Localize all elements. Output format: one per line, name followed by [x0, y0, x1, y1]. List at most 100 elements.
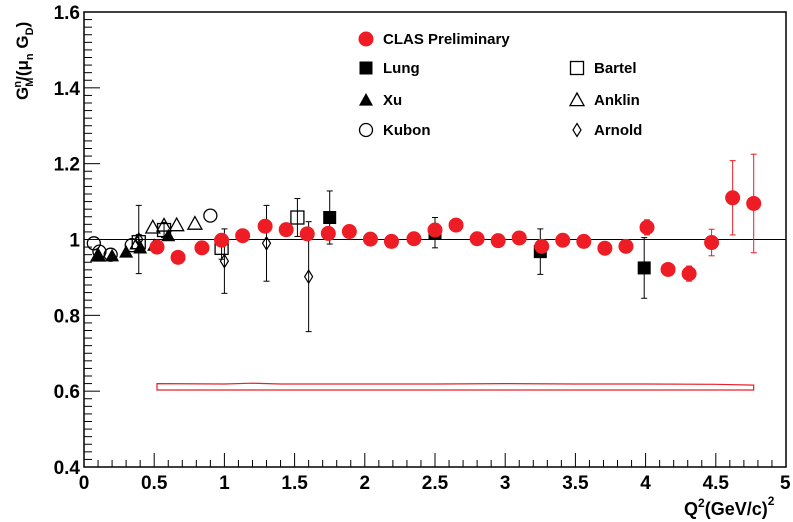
data-point-arnold — [219, 253, 230, 269]
x-tick-label: 2 — [360, 473, 371, 494]
data-point-clas-preliminary — [490, 233, 506, 249]
legend-entry-lung: Lung — [359, 60, 420, 77]
legend-marker-lung — [359, 61, 373, 75]
y-tick-label: 1.2 — [54, 155, 80, 176]
data-point-clas-preliminary — [257, 218, 273, 234]
y-axis-title-gsup: n — [12, 81, 24, 88]
legend-label-anklin: Anklin — [594, 92, 640, 109]
systematic-band-layer — [156, 382, 755, 391]
x-tick-label: 4.5 — [703, 473, 730, 494]
legend-entry-anklin: Anklin — [568, 91, 640, 109]
data-point-arnold — [261, 235, 272, 251]
data-point-clas-preliminary — [725, 190, 741, 206]
legend-label-kubon: Kubon — [383, 122, 430, 139]
legend-entry-bartel: Bartel — [569, 60, 637, 77]
data-point-clas-preliminary — [555, 232, 571, 248]
data-point-lung — [637, 261, 651, 275]
data-point-clas-preliminary — [597, 240, 613, 256]
data-point-clas-preliminary — [618, 238, 634, 254]
y-tick-label: 0.6 — [54, 382, 80, 403]
y-tick-label: 0.4 — [54, 458, 81, 479]
data-point-clas-preliminary — [511, 230, 527, 246]
data-point-xu — [105, 248, 120, 262]
tick-labels-layer: 0 0.5 1 1.5 2 2.5 3 3.5 4 4.5 5 0.4 0.6 0.8 1 1.2 1.4 1.6 — [54, 3, 791, 494]
data-points-layer — [86, 153, 762, 333]
data-point-clas-preliminary — [534, 238, 550, 254]
legend-label-bartel: Bartel — [594, 60, 637, 77]
x-tick-label: 0.5 — [141, 473, 168, 494]
data-point-clas-preliminary — [639, 219, 655, 235]
axis-ticks-layer — [83, 11, 787, 468]
x-axis-title-rest: (GeV/c) — [705, 499, 768, 519]
legend-marker-anklin — [568, 91, 586, 107]
data-point-anklin — [186, 215, 204, 230]
data-point-clas-preliminary — [362, 231, 378, 247]
y-axis-title-g: G — [13, 87, 32, 100]
y-axis-title-gsub: M — [24, 78, 36, 87]
legend-label-arnold: Arnold — [594, 122, 642, 139]
y-axis-title-g2: G — [13, 35, 32, 53]
data-point-xu — [91, 248, 106, 262]
data-point-clas-preliminary — [299, 226, 315, 242]
legend-marker-xu — [359, 93, 373, 106]
data-point-lung — [323, 211, 337, 225]
y-axis-title-close: ) — [13, 22, 32, 28]
y-tick-label: 1.4 — [54, 79, 81, 100]
data-point-clas-preliminary — [681, 266, 697, 282]
x-tick-label: 1 — [219, 473, 230, 494]
legend-marker-clas-preliminary — [358, 31, 374, 47]
data-point-kubon — [203, 208, 218, 223]
data-point-xu — [119, 245, 134, 258]
x-axis-title: Q2(GeV/c)2 — [684, 494, 775, 519]
legend-entry-xu: Xu — [359, 92, 402, 109]
legend-marker-kubon — [358, 122, 374, 138]
data-point-bartel — [290, 210, 305, 225]
data-point-clas-preliminary — [406, 231, 422, 247]
y-axis-title-g2sub: D — [24, 27, 36, 35]
x-tick-label: 1.5 — [281, 473, 308, 494]
x-axis-title-base: Q — [684, 499, 698, 519]
data-point-clas-preliminary — [469, 231, 485, 247]
x-axis-title-sup2: 2 — [768, 494, 775, 508]
x-tick-label: 2.5 — [422, 473, 449, 494]
legend-label-lung: Lung — [383, 60, 420, 77]
data-point-clas-preliminary — [576, 233, 592, 249]
legend-entry-clas-preliminary: CLAS Preliminary — [358, 31, 510, 48]
data-point-anklin — [144, 219, 161, 234]
x-axis-title-sup: 2 — [698, 496, 705, 510]
data-point-clas-preliminary — [194, 240, 210, 256]
data-point-clas-preliminary — [149, 239, 165, 255]
data-point-clas-preliminary — [170, 249, 186, 265]
data-point-clas-preliminary — [341, 224, 357, 240]
legend-entry-kubon: Kubon — [358, 122, 430, 139]
data-point-clas-preliminary — [214, 232, 230, 248]
x-tick-label: 3 — [500, 473, 511, 494]
data-point-clas-preliminary — [320, 225, 336, 241]
legend-entry-arnold: Arnold — [572, 122, 642, 139]
legend-label-xu: Xu — [383, 92, 402, 109]
data-point-xu — [161, 228, 176, 242]
data-point-clas-preliminary — [235, 228, 251, 244]
x-tick-label: 3.5 — [562, 473, 589, 494]
x-tick-label: 4 — [640, 473, 651, 494]
data-point-clas-preliminary — [704, 235, 720, 251]
y-axis-title: GMn/(μn GD) — [12, 22, 36, 100]
data-point-arnold — [303, 269, 314, 285]
legend-label-clas-preliminary: CLAS Preliminary — [383, 31, 510, 48]
legend-marker-arnold — [572, 122, 582, 138]
y-axis-title-musub: n — [24, 53, 36, 60]
legend: CLAS Preliminary Lung Bartel Xu Anklin Kubon A… — [358, 31, 642, 139]
data-point-anklin — [168, 216, 185, 232]
x-tick-label: 0 — [79, 473, 90, 494]
data-point-xu — [133, 240, 148, 254]
y-axis-title-mid: /(μ — [13, 60, 32, 81]
data-point-clas-preliminary — [660, 261, 676, 277]
data-point-clas-preliminary — [278, 222, 294, 238]
systematic-uncertainty-band — [156, 382, 755, 391]
legend-marker-bartel — [569, 60, 585, 76]
data-point-clas-preliminary — [427, 222, 443, 238]
x-tick-label: 5 — [780, 473, 791, 494]
series-arnold — [134, 204, 314, 333]
